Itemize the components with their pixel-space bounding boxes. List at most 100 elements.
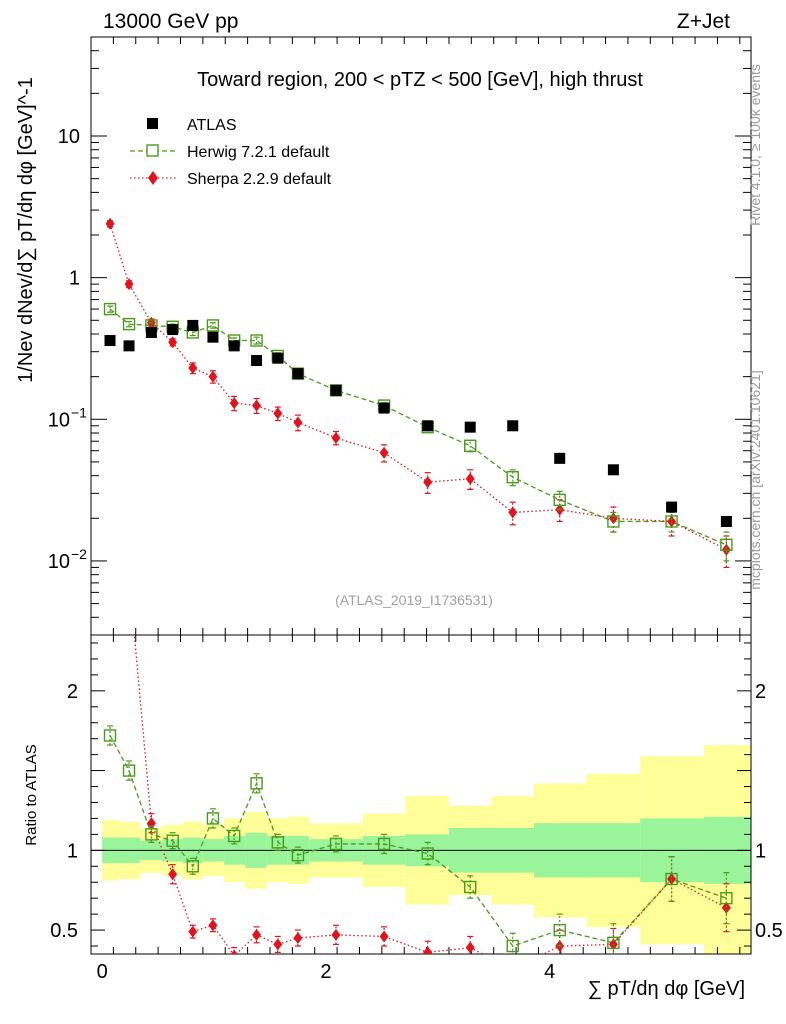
herwig-ratio-point <box>329 837 343 851</box>
herwig-ratio-point <box>206 812 220 825</box>
sherpa-main-point <box>168 336 178 349</box>
ratio-tick-label-left: 2 <box>67 681 78 703</box>
x-axis-label: ∑ pT/dη dφ [GeV] <box>588 978 745 1000</box>
herwig-main-point <box>122 317 136 331</box>
y-tick-label-main: 1 <box>69 268 80 290</box>
sherpa-main-point <box>252 399 262 412</box>
y-tick-label-exponent: −1 <box>71 404 87 420</box>
herwig-main-point <box>607 515 620 528</box>
sherpa-ratio-point <box>331 928 341 941</box>
ratio-tick-label-right: 1 <box>755 840 766 862</box>
sherpa-ratio-point <box>379 930 389 943</box>
ratio-tick-label-right: 0.5 <box>755 920 783 942</box>
sherpa-main-line <box>109 223 727 551</box>
herwig-ratio-line <box>109 735 727 947</box>
atlas-main-point <box>464 421 476 433</box>
main-data-layer <box>103 217 733 569</box>
herwig-ratio-point <box>553 923 566 937</box>
atlas-main-point <box>607 464 619 476</box>
atlas-main-point <box>292 368 304 380</box>
legend: ATLAS Herwig 7.2.1 default Sherpa 2.2.9 … <box>130 117 332 188</box>
sherpa-ratio-point <box>125 570 134 582</box>
herwig-main-point <box>103 302 117 316</box>
main-y-axis-label: 1/Nev dNev/d∑ pT/dη dφ [GeV]^-1 <box>15 77 37 383</box>
sherpa-ratio-point <box>168 868 178 881</box>
y-tick-label-main: 10 <box>48 409 70 431</box>
herwig-ratio-point <box>607 936 620 950</box>
atlas-main-point <box>123 340 135 352</box>
sherpa-ratio-point <box>230 949 238 954</box>
sherpa-main-point <box>124 278 134 291</box>
legend-label-atlas: ATLAS <box>187 117 237 134</box>
ratio-y-axis-label: Ratio to ATLAS <box>23 744 40 845</box>
atlas-main-point <box>272 352 284 364</box>
atlas-main-point <box>187 319 199 331</box>
rivet-version-label: Rivet 4.1.0, ≥ 100k events <box>747 64 763 226</box>
legend-marker-herwig <box>146 144 159 157</box>
x-tick-label: 4 <box>544 961 555 983</box>
herwig-main-point <box>206 319 220 332</box>
ratio-tick-label-left: 0.5 <box>50 920 78 942</box>
ratio-data-layer <box>103 570 733 976</box>
sherpa-main-point <box>229 397 239 410</box>
legend-label-sherpa: Sherpa 2.2.9 default <box>187 171 332 188</box>
x-tick-label: 0 <box>97 961 108 983</box>
sherpa-main-point <box>667 515 677 528</box>
chart-title: Toward region, 200 < pTZ < 500 [GeV], hi… <box>197 69 643 91</box>
sherpa-ratio-point <box>188 925 198 938</box>
atlas-main-point <box>104 334 116 346</box>
ratio-tick-label-right: 2 <box>755 681 766 703</box>
atlas-main-point <box>207 331 219 343</box>
herwig-main-point <box>506 471 519 484</box>
herwig-ratio-point <box>506 939 519 953</box>
atlas-main-point <box>422 420 434 432</box>
ratio-plot-frame <box>90 634 752 955</box>
header-process-label: Z+Jet <box>677 10 730 33</box>
sherpa-main-point <box>331 431 341 444</box>
herwig-ratio-point <box>271 836 285 849</box>
herwig-ratio-point <box>720 891 733 905</box>
atlas-main-point <box>507 420 519 432</box>
herwig-ratio-point <box>464 880 477 894</box>
herwig-ratio-point <box>103 729 117 742</box>
atlas-main-point <box>167 324 179 336</box>
sherpa-ratio-point <box>208 919 218 932</box>
sherpa-main-point <box>423 476 433 489</box>
legend-label-herwig: Herwig 7.2.1 default <box>187 144 330 161</box>
sherpa-main-point <box>379 446 389 459</box>
sherpa-ratio-point <box>293 932 303 945</box>
atlas-main-point <box>228 340 240 352</box>
sherpa-ratio-point <box>721 901 731 914</box>
legend-marker-atlas <box>147 118 158 129</box>
atlas-main-point <box>554 452 566 464</box>
sherpa-ratio-point <box>273 938 283 951</box>
sherpa-main-point <box>293 416 303 429</box>
ratio-uncertainty-bands <box>91 745 751 954</box>
y-tick-label-exponent: −2 <box>71 546 87 562</box>
sherpa-main-point <box>273 407 283 420</box>
atlas-main-point <box>666 501 678 513</box>
sherpa-ratio-point <box>508 964 517 976</box>
sherpa-main-point <box>188 362 198 375</box>
sherpa-ratio-point <box>146 817 156 830</box>
sherpa-main-point <box>508 506 518 519</box>
mcplots-source-label: mcplots.cern.ch [arXiv:2401.10621] <box>747 370 763 589</box>
herwig-ratio-point <box>250 777 263 790</box>
herwig-main-point <box>250 334 263 347</box>
herwig-ratio-point <box>122 764 136 777</box>
herwig-ratio-point <box>665 872 678 886</box>
herwig-ratio-point <box>227 829 241 843</box>
herwig-ratio-point <box>186 860 199 873</box>
header-energy-label: 13000 GeV pp <box>103 10 238 33</box>
sherpa-ratio-point <box>423 946 433 954</box>
herwig-main-line <box>109 308 727 546</box>
herwig-ratio-point <box>421 847 434 860</box>
atlas-main-point <box>145 326 157 338</box>
atlas-main-point <box>330 384 342 396</box>
herwig-main-point <box>553 493 566 507</box>
sherpa-main-point <box>208 370 218 383</box>
sherpa-ratio-point <box>465 941 475 954</box>
sherpa-main-point <box>465 472 475 485</box>
atlas-main-point <box>251 355 263 367</box>
